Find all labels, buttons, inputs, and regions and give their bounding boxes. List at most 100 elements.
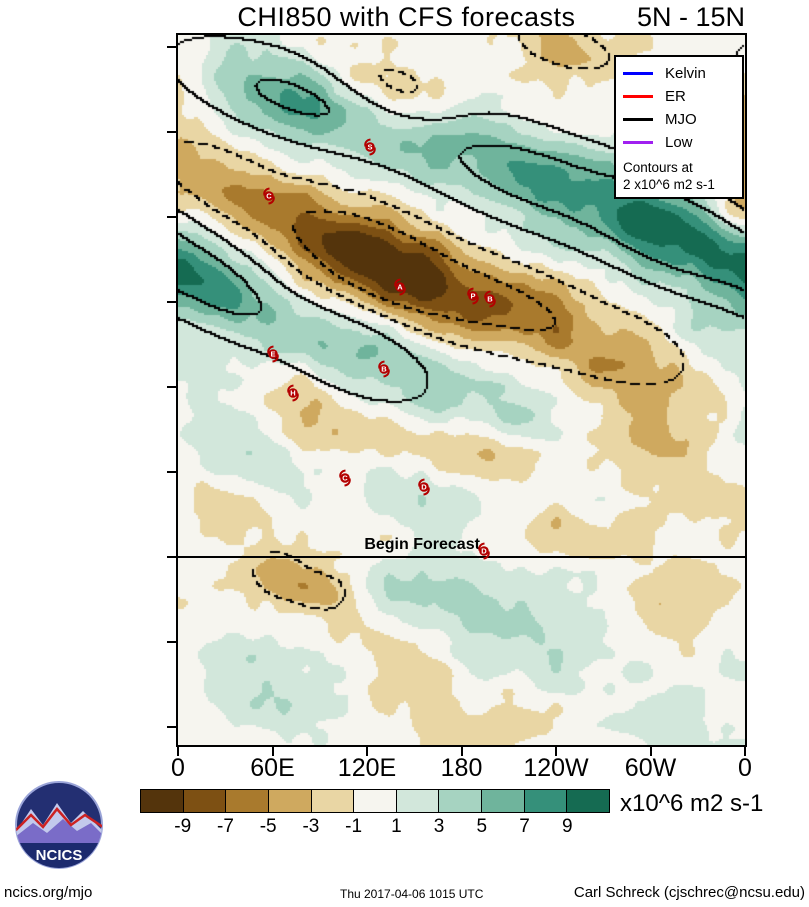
legend-item-low: Low [623,131,737,154]
colorbar-tick-label: -3 [302,816,320,837]
y-tick-mark [167,385,176,388]
svg-text:C: C [342,473,348,482]
tropical-cyclone-marker: S [361,138,379,156]
legend-box: Kelvin ER MJO Low Contours at 2 x10^6 m2 s-… [614,55,744,199]
legend-label: ER [665,88,686,105]
x-tick-mark [366,747,368,756]
legend-contour-note: Contours at 2 x10^6 m2 s-1 [623,159,737,193]
legend-line-swatch [623,118,653,121]
footer-credit: Carl Schreck (cjschrec@ncsu.edu) [573,884,805,901]
x-tick-label: 0 [738,754,752,782]
footer-timestamp: Thu 2017-04-06 1015 UTC [340,887,484,901]
ncics-logo-graphic: NCICS [15,781,103,869]
x-tick-mark [177,747,179,756]
svg-text:B: B [382,364,388,373]
x-tick-mark [460,747,463,756]
ncics-logo: NCICS [13,779,105,876]
svg-text:H: H [290,389,295,398]
x-tick-label: 120W [523,754,589,782]
colorbar-units: x10^6 m2 s-1 [620,790,764,817]
chart-title: CHI850 with CFS forecasts [237,2,576,32]
colorbar-cell [311,790,355,812]
x-tick-label: 120E [337,754,397,782]
legend-items: Kelvin ER MJO Low [623,62,737,154]
colorbar-tick-label: 1 [391,816,402,837]
legend-note-line2: 2 x10^6 m2 s-1 [623,177,715,192]
x-tick-label: 180 [440,754,483,782]
tropical-cyclone-marker: D [415,478,433,496]
legend-label: Low [665,134,693,151]
footer-url: ncics.org/mjo [4,884,93,901]
legend-line-swatch [623,141,653,144]
svg-text:B: B [487,294,493,303]
x-tick-mark [555,747,557,756]
legend-line-swatch [623,72,653,75]
begin-forecast-label: Begin Forecast [364,535,480,553]
y-tick-mark [167,470,176,473]
logo-text: NCICS [36,847,83,864]
tropical-cyclone-marker: A [391,278,409,296]
legend-label: MJO [665,111,697,128]
tropical-cyclone-marker: P [464,287,482,305]
hovmoller-plot: Begin Forecast Kelvin ER MJO Low Contours a… [176,33,747,747]
colorbar-cell [482,790,525,812]
colorbar-cell [567,790,610,812]
colorbar-cell [396,790,440,812]
legend-item-mjo: MJO [623,108,737,131]
y-tick-mark [167,46,176,49]
colorbar-cell [226,790,269,812]
tropical-cyclone-marker: C [336,469,354,487]
tropical-cyclone-marker: B [375,360,393,378]
y-tick-mark [167,216,176,219]
colorbar-tick-label: -7 [217,816,234,837]
tropical-cyclone-marker: C [260,187,278,205]
colorbar-labels: -9 -7 -5 -3 -1 1 3 5 7 9 [140,816,610,837]
title-row: CHI850 with CFS forecasts 5N - 15N [176,2,747,33]
x-tick-label: 60E [250,754,295,782]
y-tick-mark [167,555,176,558]
colorbar-cell [354,790,397,812]
tropical-cyclone-marker: B [481,290,499,308]
y-tick-mark [167,725,176,728]
colorbar-tick-label: 5 [476,816,488,837]
svg-text:A: A [397,282,403,291]
svg-text:D: D [421,483,427,492]
tropical-cyclone-marker: H [284,384,302,402]
svg-text:E: E [270,349,275,358]
colorbar-cell [268,790,312,812]
legend-item-er: ER [623,85,737,108]
legend-note-line1: Contours at [623,160,693,175]
svg-text:P: P [470,291,475,300]
svg-text:D: D [481,546,487,555]
colorbar-tick-label: -9 [174,816,192,837]
y-tick-mark [167,640,176,643]
begin-forecast-line [178,555,745,558]
colorbar [140,789,610,813]
x-tick-label: 60W [624,754,677,782]
colorbar-tick-label: 3 [433,816,445,837]
latitude-band-label: 5N - 15N [636,2,745,32]
logo-mountains [16,803,102,868]
y-tick-mark [167,301,176,303]
legend-line-swatch [623,95,653,98]
x-tick-mark [744,747,746,756]
svg-text:C: C [267,191,273,200]
colorbar-cell [439,790,483,812]
colorbar-tick-label: 7 [519,816,530,837]
y-tick-mark [167,131,176,134]
tropical-cyclone-marker: D [475,542,493,560]
x-tick-mark [271,747,274,756]
colorbar-cell [141,790,184,812]
x-tick-label: 0 [171,754,185,782]
svg-text:S: S [368,143,373,152]
x-tick-mark [649,747,652,756]
legend-item-kelvin: Kelvin [623,62,737,85]
colorbar-cell [524,790,568,812]
colorbar-tick-label: -5 [259,816,277,837]
colorbar-cell [183,790,227,812]
colorbar-tick-label: 9 [561,816,573,837]
colorbar-tick-label: -1 [345,816,363,837]
tropical-cyclone-marker: E [264,345,282,363]
legend-label: Kelvin [665,65,706,82]
